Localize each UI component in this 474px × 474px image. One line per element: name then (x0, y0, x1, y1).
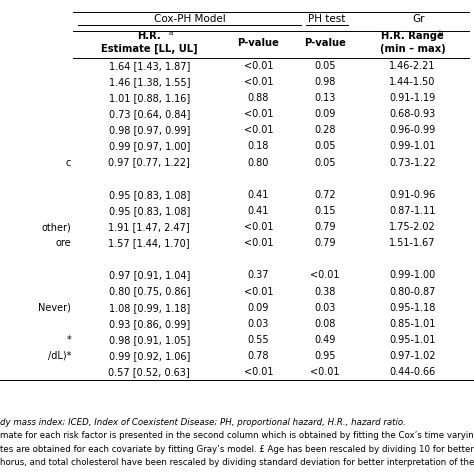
Text: 0.96-0.99: 0.96-0.99 (389, 125, 436, 136)
Text: 0.49: 0.49 (314, 335, 336, 345)
Text: 0.18: 0.18 (247, 141, 269, 152)
Text: P-value: P-value (304, 37, 346, 48)
Text: 0.09: 0.09 (314, 109, 336, 119)
Text: <0.01: <0.01 (244, 238, 273, 248)
Text: 0.99 [0.97, 1.00]: 0.99 [0.97, 1.00] (109, 141, 190, 152)
Text: 0.05: 0.05 (314, 141, 336, 152)
Text: 0.55: 0.55 (247, 335, 269, 345)
Text: 1.08 [0.99, 1.18]: 1.08 [0.99, 1.18] (109, 302, 190, 313)
Text: 0.05: 0.05 (314, 61, 336, 71)
Text: c: c (66, 157, 71, 168)
Text: <0.01: <0.01 (310, 367, 339, 377)
Text: 0.15: 0.15 (314, 206, 336, 216)
Text: 0.79: 0.79 (314, 238, 336, 248)
Text: 0.73 [0.64, 0.84]: 0.73 [0.64, 0.84] (109, 109, 190, 119)
Text: <0.01: <0.01 (244, 125, 273, 136)
Text: 0.91-0.96: 0.91-0.96 (389, 190, 436, 200)
Text: 0.09: 0.09 (247, 302, 269, 313)
Text: <0.01: <0.01 (244, 109, 273, 119)
Text: 0.93 [0.86, 0.99]: 0.93 [0.86, 0.99] (109, 319, 190, 329)
Text: 0.95-1.01: 0.95-1.01 (389, 335, 436, 345)
Text: Never): Never) (38, 302, 71, 313)
Text: 1.51-1.67: 1.51-1.67 (389, 238, 436, 248)
Text: 0.99 [0.92, 1.06]: 0.99 [0.92, 1.06] (109, 351, 190, 361)
Text: /dL)*: /dL)* (48, 351, 71, 361)
Text: other): other) (41, 222, 71, 232)
Text: 0.97 [0.91, 1.04]: 0.97 [0.91, 1.04] (109, 270, 190, 281)
Text: 0.03: 0.03 (314, 302, 336, 313)
Text: H.R. Range: H.R. Range (381, 31, 444, 42)
Text: 0.97 [0.77, 1.22]: 0.97 [0.77, 1.22] (109, 157, 190, 168)
Text: 0.98: 0.98 (314, 77, 336, 87)
Text: 0.98 [0.97, 0.99]: 0.98 [0.97, 0.99] (109, 125, 190, 136)
Text: 0.03: 0.03 (247, 319, 269, 329)
Text: 0.73-1.22: 0.73-1.22 (389, 157, 436, 168)
Text: Estimate [LL, UL]: Estimate [LL, UL] (101, 44, 198, 54)
Text: 0.13: 0.13 (314, 93, 336, 103)
Text: 1.57 [1.44, 1.70]: 1.57 [1.44, 1.70] (109, 238, 190, 248)
Text: 0.80-0.87: 0.80-0.87 (389, 286, 436, 297)
Text: 1.44-1.50: 1.44-1.50 (389, 77, 436, 87)
Text: 0.44-0.66: 0.44-0.66 (389, 367, 436, 377)
Text: ore: ore (55, 238, 71, 248)
Text: 0.38: 0.38 (314, 286, 336, 297)
Text: 0.80: 0.80 (247, 157, 269, 168)
Text: 0.05: 0.05 (314, 157, 336, 168)
Text: 0.41: 0.41 (247, 206, 269, 216)
Text: <0.01: <0.01 (244, 61, 273, 71)
Text: *: * (66, 335, 71, 345)
Text: mate for each risk factor is presented in the second column which is obtained by: mate for each risk factor is presented i… (0, 431, 474, 440)
Text: 0.99-1.00: 0.99-1.00 (389, 270, 436, 281)
Text: horus, and total cholesterol have been rescaled by dividing standard deviation f: horus, and total cholesterol have been r… (0, 458, 474, 467)
Text: 0.99-1.01: 0.99-1.01 (389, 141, 436, 152)
Text: 1.91 [1.47, 2.47]: 1.91 [1.47, 2.47] (109, 222, 190, 232)
Text: <0.01: <0.01 (244, 367, 273, 377)
Text: 0.37: 0.37 (247, 270, 269, 281)
Text: 0.95-1.18: 0.95-1.18 (389, 302, 436, 313)
Text: 0.95: 0.95 (314, 351, 336, 361)
Text: 1.46-2.21: 1.46-2.21 (389, 61, 436, 71)
Text: 0.85-1.01: 0.85-1.01 (389, 319, 436, 329)
Text: 0.95 [0.83, 1.08]: 0.95 [0.83, 1.08] (109, 190, 190, 200)
Text: H.R.: H.R. (137, 31, 161, 42)
Text: Cox-PH Model: Cox-PH Model (154, 14, 226, 24)
Text: 0.68-0.93: 0.68-0.93 (389, 109, 436, 119)
Text: 0.72: 0.72 (314, 190, 336, 200)
Text: 0.28: 0.28 (314, 125, 336, 136)
Text: 0.78: 0.78 (247, 351, 269, 361)
Text: 0.08: 0.08 (314, 319, 336, 329)
Text: 1.46 [1.38, 1.55]: 1.46 [1.38, 1.55] (109, 77, 190, 87)
Text: 1.64 [1.43, 1.87]: 1.64 [1.43, 1.87] (109, 61, 190, 71)
Text: a: a (168, 30, 173, 36)
Text: b: b (438, 30, 443, 36)
Text: <0.01: <0.01 (244, 77, 273, 87)
Text: Gr: Gr (412, 14, 425, 24)
Text: 1.01 [0.88, 1.16]: 1.01 [0.88, 1.16] (109, 93, 190, 103)
Text: 0.41: 0.41 (247, 190, 269, 200)
Text: 0.88: 0.88 (247, 93, 269, 103)
Text: 0.95 [0.83, 1.08]: 0.95 [0.83, 1.08] (109, 206, 190, 216)
Text: 0.98 [0.91, 1.05]: 0.98 [0.91, 1.05] (109, 335, 190, 345)
Text: dy mass index; ICED, Index of Coexistent Disease; PH, proportional hazard, H.R.,: dy mass index; ICED, Index of Coexistent… (0, 418, 406, 427)
Text: P-value: P-value (237, 37, 279, 48)
Text: 0.91-1.19: 0.91-1.19 (389, 93, 436, 103)
Text: <0.01: <0.01 (244, 286, 273, 297)
Text: PH test: PH test (309, 14, 346, 24)
Text: (min – max): (min – max) (380, 44, 445, 54)
Text: 0.80 [0.75, 0.86]: 0.80 [0.75, 0.86] (109, 286, 190, 297)
Text: tes are obtained for each covariate by fitting Gray’s model. £ Age has been resc: tes are obtained for each covariate by f… (0, 445, 474, 454)
Text: 1.75-2.02: 1.75-2.02 (389, 222, 436, 232)
Text: <0.01: <0.01 (310, 270, 339, 281)
Text: 0.97-1.02: 0.97-1.02 (389, 351, 436, 361)
Text: 0.87-1.11: 0.87-1.11 (389, 206, 436, 216)
Text: 0.79: 0.79 (314, 222, 336, 232)
Text: 0.57 [0.52, 0.63]: 0.57 [0.52, 0.63] (109, 367, 190, 377)
Text: <0.01: <0.01 (244, 222, 273, 232)
